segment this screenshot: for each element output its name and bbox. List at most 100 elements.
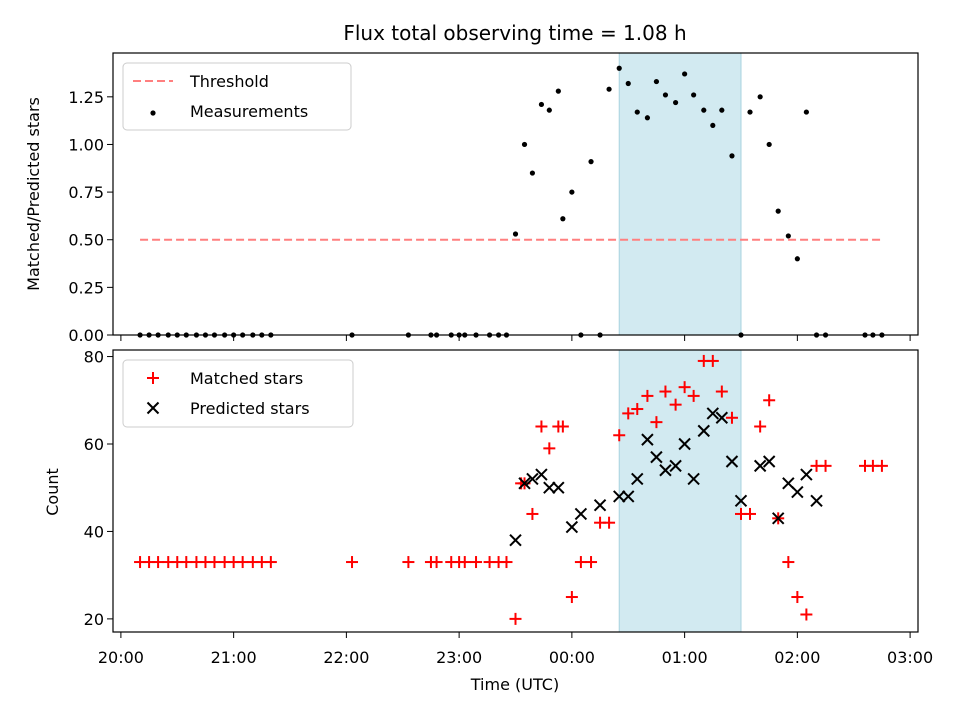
bottom-y-tick-label: 40: [84, 522, 104, 541]
matched-star-point: [725, 411, 738, 424]
measurement-point: [775, 208, 781, 214]
bottom-x-tick-label: 01:00: [662, 648, 708, 667]
top-highlight-span: [618, 52, 742, 336]
bottom-y-axis-label: Count: [43, 468, 62, 516]
measurement-point: [569, 189, 575, 195]
legend-predicted-swatch: [146, 401, 160, 415]
predicted-star-point: [725, 455, 739, 468]
measurement-point: [719, 107, 725, 113]
measurement-point: [560, 216, 566, 222]
measurement-point: [616, 65, 622, 71]
predicted-star-point: [753, 459, 767, 473]
measurement-point: [588, 159, 594, 165]
measurement-point: [672, 99, 679, 106]
predicted-star-point: [810, 494, 823, 508]
top-y-tick-label: 0.50: [68, 231, 104, 250]
predicted-star-point: [641, 433, 654, 446]
top-legend-box: [122, 62, 352, 131]
top-x-ticks: [120, 335, 911, 341]
measurement-point: [785, 233, 791, 239]
measurement-point: [729, 153, 735, 159]
predicted-star-point: [800, 468, 813, 481]
matched-star-point: [754, 420, 767, 433]
matched-star-point: [791, 591, 804, 604]
measurement-point: [803, 109, 809, 115]
matched-star-point: [819, 459, 832, 472]
matched-star-point: [875, 459, 888, 472]
predicted-star-point: [697, 424, 710, 438]
matched-star-point: [152, 556, 165, 569]
matched-star-point: [678, 381, 691, 394]
matched-star-point: [574, 556, 587, 569]
predicted-star-point: [771, 512, 785, 525]
top-y-ticks: 0.00 0.25 0.50 0.75 1.00 1.25: [68, 88, 113, 345]
predicted-star-point: [574, 507, 588, 521]
measurement-point: [538, 101, 545, 108]
bottom-highlight-span: [618, 349, 742, 633]
bottom-x-tick-label: 23:00: [436, 648, 482, 667]
predicted-star-point: [791, 485, 804, 499]
matched-star-point: [500, 556, 513, 569]
predicted-star-point: [613, 490, 626, 503]
bottom-highlight-span-rect: [618, 349, 742, 633]
predicted-star-point: [565, 520, 579, 534]
top-y-tick-label: 0.25: [68, 278, 104, 297]
matched-star-point: [744, 507, 757, 520]
legend-measurements-swatch: [150, 110, 156, 116]
measurement-point: [747, 109, 753, 115]
matched-star-point: [535, 420, 548, 433]
top-y-axis-label: Matched/Predicted stars: [24, 97, 43, 291]
measurement-point: [521, 141, 528, 148]
measurement-point: [625, 80, 631, 87]
measurement-point: [662, 92, 669, 98]
predicted-star-point: [650, 450, 663, 464]
legend-measurements-label: Measurements: [190, 102, 308, 121]
matched-star-point: [585, 556, 598, 569]
top-y-tick-label: 1.25: [68, 88, 104, 107]
predicted-star-point: [706, 407, 720, 420]
legend-threshold-label: Threshold: [189, 72, 269, 91]
measurement-point: [529, 170, 536, 176]
measurement-point: [555, 88, 561, 94]
matched-star-point: [763, 394, 776, 407]
matched-star-point: [402, 556, 415, 569]
matched-star-point: [180, 556, 193, 569]
legend-predicted-marker: [146, 401, 160, 415]
bottom-x-tick-label: 22:00: [323, 648, 369, 667]
predicted-star-point: [543, 481, 556, 494]
predicted-star-point: [622, 490, 635, 503]
top-y-tick-label: 0.00: [68, 326, 104, 345]
measurement-point: [546, 107, 552, 113]
measurement-point: [682, 71, 688, 77]
top-plot-frame: [112, 52, 919, 336]
matched-star-point: [509, 612, 522, 625]
predicted-star-point: [593, 499, 607, 512]
bottom-plot-frame: [112, 349, 919, 633]
predicted-star-point: [687, 472, 700, 486]
measurement-point: [701, 107, 707, 113]
bottom-y-tick-label: 80: [84, 348, 104, 367]
top-y-tick-label: 0.75: [68, 183, 104, 202]
bottom-legend-box: [122, 359, 354, 428]
predicted-star-point: [734, 494, 748, 508]
matched-star-point: [622, 407, 635, 420]
x-axis-label: Time (UTC): [470, 675, 559, 694]
bottom-panel: 20 40 60 80 20:00 21:00 22:00 23:00 00:00 01:00 0…: [43, 348, 933, 694]
chart-title: Flux total observing time = 1.08 h: [343, 21, 686, 45]
predicted-star-point: [669, 459, 682, 473]
measurement-point: [691, 92, 697, 98]
predicted-star-point: [715, 411, 729, 424]
matched-star-point: [236, 556, 249, 569]
legend-matched-marker: [147, 372, 159, 384]
matched-star-point: [346, 556, 359, 569]
matched-star-point: [264, 556, 277, 569]
matched-star-point: [650, 416, 663, 429]
legend-matched-label: Matched stars: [190, 369, 303, 388]
measurement-point: [512, 231, 519, 237]
matched-star-point: [613, 429, 626, 442]
measurement-point: [794, 256, 800, 262]
matched-star-point: [715, 385, 728, 398]
bottom-x-ticks: 20:00 21:00 22:00 23:00 00:00 01:00 02:00 03:00: [98, 632, 933, 667]
predicted-star-point: [535, 468, 548, 481]
